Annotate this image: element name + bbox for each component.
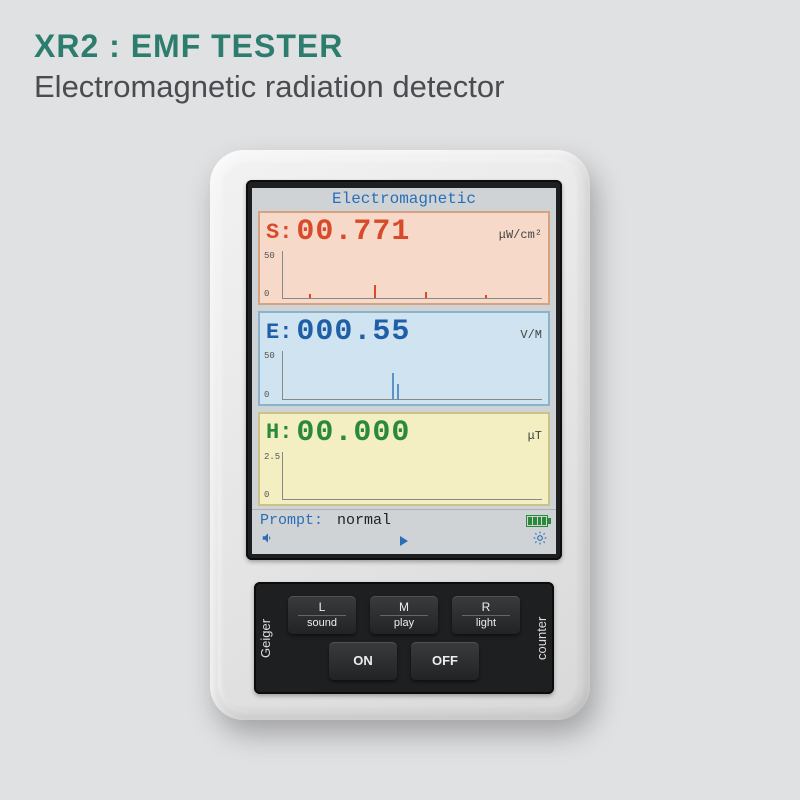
channel-e-chart: 500 xyxy=(264,351,544,399)
play-icon xyxy=(400,536,408,546)
channel-s: S:00.771 μW/cm² 500 xyxy=(258,211,550,305)
channel-s-value: 00.771 xyxy=(296,215,410,249)
channel-h-chart: 2.50 xyxy=(264,452,544,500)
prompt-row: Prompt: normal xyxy=(252,509,556,531)
channel-h: H:00.000 μT 2.50 xyxy=(258,412,550,506)
device-body: Electromagnetic S:00.771μW/cm²500E:000.5… xyxy=(210,150,590,720)
channel-e-unit: V/M xyxy=(520,322,542,342)
speaker-icon xyxy=(260,531,276,550)
channel-h-unit: μT xyxy=(528,423,542,443)
play-button[interactable]: Mplay xyxy=(370,596,438,634)
product-header: XR2 : EMF TESTER Electromagnetic radiati… xyxy=(0,0,800,105)
off-button[interactable]: OFF xyxy=(411,642,479,680)
prompt-status: normal xyxy=(337,512,391,529)
channel-e: E:000.55 V/M 500 xyxy=(258,311,550,405)
light-button[interactable]: Rlight xyxy=(452,596,520,634)
channel-e-label: E: xyxy=(266,320,292,345)
screen-title: Electromagnetic xyxy=(252,188,556,208)
brightness-icon xyxy=(532,531,548,550)
button-panel: Geiger Lsound Mplay Rlight ON OFF counter xyxy=(254,582,554,694)
product-model: XR2 : EMF TESTER xyxy=(34,28,766,65)
channel-s-unit: μW/cm² xyxy=(499,222,542,242)
channel-e-value: 000.55 xyxy=(296,315,410,349)
on-button[interactable]: ON xyxy=(329,642,397,680)
icon-row xyxy=(252,531,556,554)
screen-bezel: Electromagnetic S:00.771μW/cm²500E:000.5… xyxy=(246,180,562,560)
channel-h-label: H: xyxy=(266,420,292,445)
battery-icon xyxy=(526,515,548,527)
sound-button[interactable]: Lsound xyxy=(288,596,356,634)
channel-h-value: 00.000 xyxy=(296,416,410,450)
product-subtitle: Electromagnetic radiation detector xyxy=(34,69,766,105)
panel-label-right: counter xyxy=(530,582,554,694)
prompt-label: Prompt: xyxy=(260,512,323,529)
panel-label-left: Geiger xyxy=(254,582,278,694)
channel-s-chart: 500 xyxy=(264,251,544,299)
channel-s-label: S: xyxy=(266,220,292,245)
lcd-screen: Electromagnetic S:00.771μW/cm²500E:000.5… xyxy=(252,188,556,554)
